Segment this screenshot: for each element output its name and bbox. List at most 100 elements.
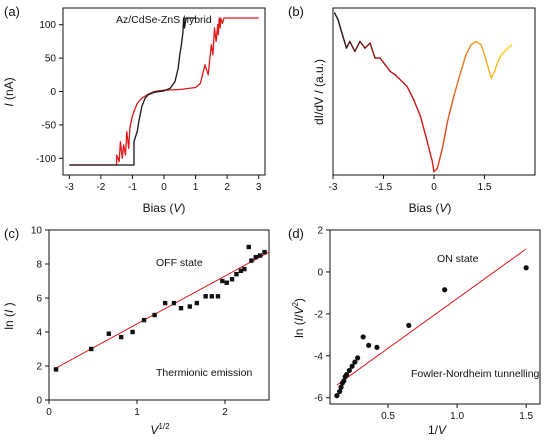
- data-point-c: [152, 312, 157, 318]
- y-tick-label-c: 2: [36, 362, 42, 373]
- y-tick-label-a: -50: [42, 120, 57, 131]
- data-point-c: [130, 329, 135, 335]
- x-tick-label-a: -3: [65, 182, 74, 193]
- ticks-a: -3 -2 -1 0 1 2 3 -100 -50 0 50 100: [36, 20, 262, 193]
- data-point-d: [360, 334, 366, 340]
- data-point-d: [523, 265, 529, 271]
- x-tick-label-a: -2: [96, 182, 105, 193]
- data-point-d: [352, 359, 358, 365]
- data-point-c: [194, 300, 200, 306]
- spectrum-segment-b: [446, 94, 455, 123]
- data-point-c: [242, 266, 247, 272]
- x-tick-label-a: 2: [224, 182, 230, 193]
- data-point-c: [178, 306, 184, 311]
- data-point-d: [366, 342, 372, 348]
- spectrum-segment-b: [354, 40, 361, 53]
- spectrum-segment-b: [349, 40, 356, 53]
- x-tick-label-c: 0: [46, 407, 52, 418]
- x-tick-label-a: 3: [256, 182, 262, 193]
- x-tick-label-c: 1: [134, 407, 140, 418]
- y-tick-label-d: -6: [314, 393, 323, 404]
- panel-d-fowler-nordheim: (d) 0.5 1.0 1.5 -6 -4 -2 0 2 ON state Fowler-No…: [288, 226, 541, 437]
- y-tick-label-a: -100: [36, 154, 56, 165]
- spectrum-segment-b: [337, 18, 343, 33]
- spectrum-segment-b: [340, 30, 348, 49]
- y-tick-label-c: 10: [31, 226, 43, 237]
- data-point-d: [337, 388, 343, 395]
- spectrum-segment-b: [470, 40, 477, 46]
- spectrum-segment-b: [493, 60, 499, 73]
- data-point-c: [220, 278, 225, 284]
- panel-label-c: (c): [4, 226, 19, 241]
- spectrum-segment-b: [384, 64, 391, 73]
- data-point-d: [442, 287, 448, 293]
- data-point-c: [238, 268, 244, 273]
- spectrum-segment-b: [504, 47, 509, 53]
- points-group-d: [334, 265, 529, 399]
- y-tick-label-a: 100: [39, 20, 56, 31]
- x-axis-label-a: Bias (V): [143, 201, 186, 215]
- y-tick-label-a: 0: [50, 87, 56, 98]
- y-tick-label-c: 4: [36, 328, 42, 339]
- spectrum-segment-b: [359, 40, 366, 49]
- spectrum-segment-b: [389, 70, 396, 76]
- data-point-d: [374, 344, 380, 350]
- data-point-d: [349, 363, 355, 369]
- y-tick-label-c: 8: [36, 260, 42, 271]
- y-tick-label-c: 0: [36, 396, 42, 407]
- spectrum-segment-b: [460, 54, 467, 73]
- data-point-d: [334, 393, 340, 399]
- plot-frame-a: [62, 7, 266, 176]
- panel-label-d: (d): [288, 226, 304, 241]
- ticks-d: 0.5 1.0 1.5 -6 -4 -2 0 2: [314, 226, 533, 423]
- data-point-c: [89, 346, 94, 352]
- annotation-a: Az/CdSe-ZnS hybrid: [116, 14, 212, 26]
- data-point-c: [203, 294, 208, 299]
- data-point-c: [53, 367, 59, 372]
- annotation-bottom-d: Fowler-Nordheim tunnelling: [411, 368, 540, 380]
- y-tick-label-a: 50: [45, 54, 57, 65]
- panel-b-didv-curve: (b) -3 -1.5 0 1.5 Bias (V) dI/dV / (a.u.): [288, 4, 536, 215]
- annotation-top-d: ON state: [437, 253, 479, 265]
- spectrum-segment-b: [465, 44, 472, 56]
- fit-line-group-c: [53, 251, 270, 370]
- x-tick-label-b: 0: [431, 182, 437, 193]
- plot-frame-d: [329, 229, 541, 405]
- y-tick-label-c: 6: [36, 294, 42, 305]
- data-point-c: [249, 258, 254, 263]
- plot-frame-b: [332, 7, 536, 176]
- y-axis-label-b: dI/dV / (a.u.): [312, 59, 326, 125]
- x-tick-label-d: 1.5: [519, 411, 533, 422]
- spectrum-segment-b: [433, 167, 439, 173]
- panel-c-thermionic: (c) 0 1 2 0 2 4 6 8 10 OFF state Thermionic emis…: [2, 226, 270, 437]
- spectrum-segment-b: [507, 44, 513, 49]
- data-point-c: [253, 255, 258, 260]
- spectrum-segment-b: [453, 70, 462, 96]
- panel-label-a: (a): [4, 4, 20, 19]
- y-axis-label-c: ln (I ): [2, 302, 16, 329]
- spectrum-segment-b: [419, 115, 428, 143]
- x-tick-label-d: 0.5: [381, 411, 395, 422]
- data-point-c: [234, 272, 239, 277]
- y-axis-label-a: I (nA): [2, 77, 16, 106]
- panel-label-b: (b): [288, 4, 304, 19]
- data-point-d: [346, 367, 352, 374]
- spectrum-segment-b: [406, 85, 415, 101]
- series-group-a: [69, 17, 259, 166]
- spectrum-segment-b: [333, 12, 339, 21]
- series-group-b: [333, 12, 513, 173]
- spectrum-segment-b: [379, 57, 386, 66]
- data-point-c: [229, 277, 235, 282]
- x-tick-label-a: 1: [193, 182, 199, 193]
- data-point-c: [118, 334, 124, 340]
- spectrum-segment-b: [431, 160, 435, 173]
- spectrum-segment-b: [441, 120, 449, 149]
- x-tick-label-b: -3: [329, 182, 338, 193]
- ticks-c: 0 1 2 0 2 4 6 8 10: [31, 226, 228, 419]
- spectrum-segment-b: [487, 65, 492, 79]
- data-point-d: [338, 384, 344, 390]
- spectrum-segment-b: [483, 54, 489, 68]
- x-tick-label-b: 1.5: [478, 182, 492, 193]
- data-point-d: [406, 322, 412, 328]
